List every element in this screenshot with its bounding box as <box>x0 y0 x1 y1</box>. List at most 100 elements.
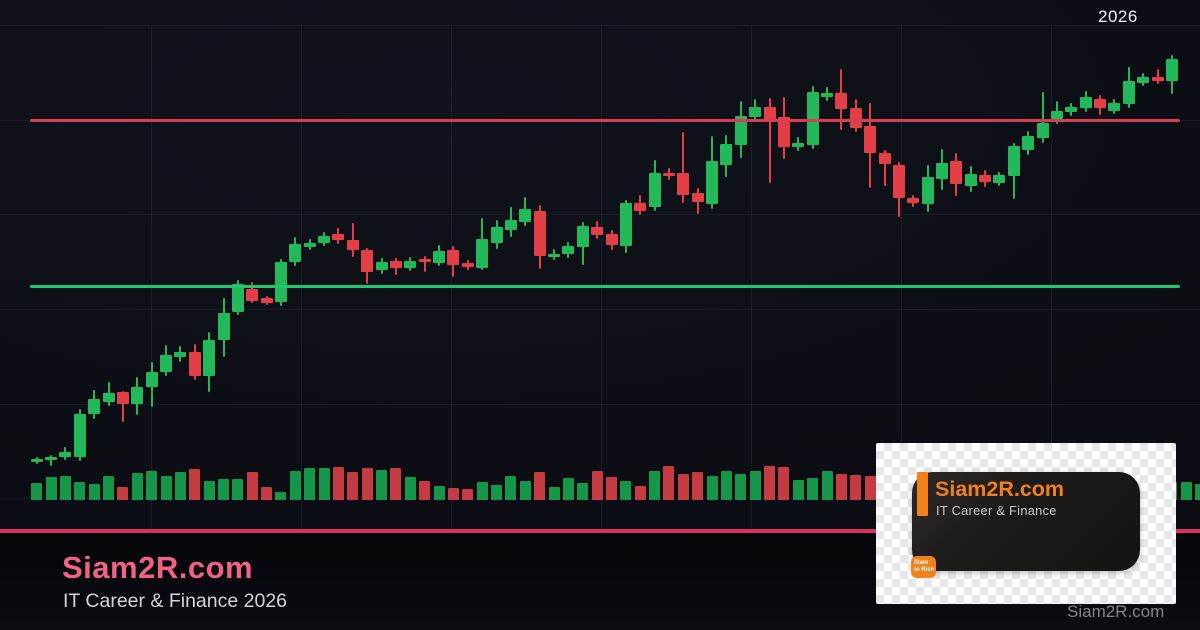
candle-body <box>332 234 345 240</box>
candle-body <box>346 240 359 250</box>
candle-wick <box>1156 69 1159 84</box>
candle-body <box>864 126 877 153</box>
volume-bar <box>174 472 186 500</box>
volume-bar <box>606 477 617 500</box>
candle-body <box>519 209 532 222</box>
candle-body <box>1137 77 1150 83</box>
candle-wick <box>682 132 685 203</box>
footer-brand-subtitle: IT Career & Finance 2026 <box>63 590 288 612</box>
volume-bar <box>246 472 258 500</box>
candle-body <box>806 92 819 145</box>
candle-body <box>1022 136 1035 150</box>
volume-bar <box>519 481 531 500</box>
candle-body <box>476 239 489 268</box>
candle-body <box>174 352 187 357</box>
brand-badge: Siam to Rich <box>911 556 936 578</box>
candle-body <box>274 262 287 302</box>
resistance-line <box>30 119 1180 122</box>
volume-bar <box>45 477 57 500</box>
brand-accent-bar <box>917 472 928 516</box>
volume-bar <box>491 485 503 500</box>
volume-bar <box>131 473 143 500</box>
candle-body <box>1079 97 1092 108</box>
volume-bar <box>232 479 244 500</box>
volume-bar <box>318 468 330 500</box>
vertical-gridline <box>151 25 152 530</box>
candle-body <box>634 203 647 211</box>
candle-body <box>131 387 144 404</box>
candle-body <box>605 234 618 245</box>
candle-body <box>720 144 733 165</box>
volume-bar <box>764 466 776 500</box>
candle-body <box>763 107 776 121</box>
candle-body <box>749 107 762 117</box>
volume-bar <box>577 483 589 500</box>
volume-bar <box>332 467 344 500</box>
volume-bar <box>591 471 603 500</box>
candle-body <box>677 173 690 195</box>
candle-body <box>490 227 503 243</box>
candle-body <box>619 203 632 246</box>
horizontal-gridline <box>0 309 1200 310</box>
volume-bar <box>261 487 273 500</box>
volume-bar <box>835 474 847 500</box>
candle-body <box>648 173 661 207</box>
candle-body <box>203 340 216 376</box>
volume-bar <box>189 469 201 500</box>
volume-bar <box>103 476 115 500</box>
candle-body <box>548 254 561 257</box>
brand-watermark: Siam2R.com <box>1067 602 1165 621</box>
candle-body <box>1050 111 1063 119</box>
volume-bar <box>289 471 301 500</box>
volume-bar <box>347 472 359 500</box>
volume-bar <box>433 486 445 500</box>
brand-card: Siam2R.com IT Career & Finance Siam to R… <box>876 443 1176 604</box>
horizontal-gridline <box>0 214 1200 215</box>
candle-body <box>260 298 273 303</box>
volume-bar <box>59 476 71 500</box>
volume-bar <box>534 472 546 500</box>
volume-bar <box>31 483 43 500</box>
volume-bar <box>677 474 689 500</box>
candle-body <box>849 108 862 128</box>
candle-body <box>1007 146 1020 176</box>
volume-bar <box>218 479 229 500</box>
candle-body <box>907 198 920 203</box>
volume-bar <box>476 482 488 500</box>
volume-bar <box>663 466 675 500</box>
candle-body <box>1165 59 1178 81</box>
vertical-gridline <box>901 25 902 530</box>
vertical-gridline <box>1051 25 1052 530</box>
vertical-gridline <box>451 25 452 530</box>
candle-body <box>102 393 115 402</box>
candle-body <box>878 153 891 164</box>
candle-body <box>461 263 474 267</box>
candle-body <box>1094 99 1107 108</box>
vertical-gridline <box>751 25 752 530</box>
candle-body <box>504 220 517 230</box>
candle-wick <box>883 150 886 186</box>
brand-logo-title: Siam2R.com <box>935 477 1065 501</box>
volume-bar <box>735 474 747 500</box>
candle-body <box>734 116 747 145</box>
horizontal-gridline <box>0 404 1200 405</box>
candle-body <box>562 246 575 254</box>
candle-body <box>777 117 790 147</box>
footer-divider-line <box>0 529 1200 533</box>
candle-wick <box>423 256 426 272</box>
candle-body <box>361 250 374 272</box>
candle-body <box>576 226 589 247</box>
candle-body <box>59 452 72 457</box>
volume-bar <box>548 487 560 500</box>
candle-body <box>936 163 948 179</box>
volume-bar <box>792 480 804 500</box>
candle-body <box>447 250 460 265</box>
candle-body <box>231 284 244 312</box>
vertical-gridline <box>301 25 302 530</box>
candle-body <box>892 165 905 198</box>
volume-bar <box>1180 482 1192 500</box>
candle-wick <box>121 391 124 422</box>
candle-body <box>964 174 977 186</box>
volume-bar <box>117 487 129 500</box>
